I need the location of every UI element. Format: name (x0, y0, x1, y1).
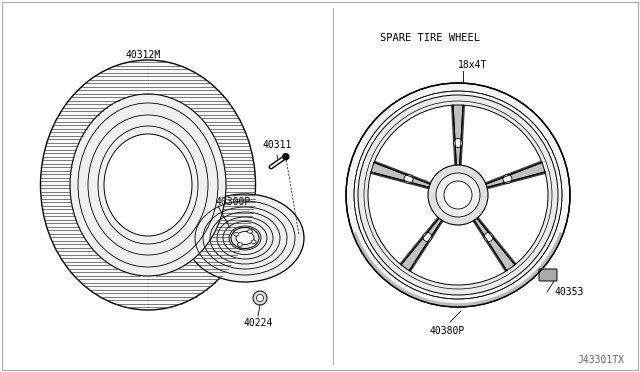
Circle shape (253, 291, 267, 305)
Ellipse shape (346, 83, 570, 307)
FancyBboxPatch shape (539, 269, 557, 281)
Ellipse shape (237, 243, 243, 246)
Text: 40300P: 40300P (215, 197, 250, 207)
Polygon shape (474, 218, 515, 270)
Wedge shape (377, 106, 454, 182)
Polygon shape (371, 163, 430, 187)
Circle shape (283, 154, 289, 160)
Wedge shape (462, 106, 539, 182)
Polygon shape (401, 218, 442, 270)
Ellipse shape (234, 232, 239, 236)
Wedge shape (368, 179, 437, 260)
Ellipse shape (368, 105, 548, 285)
Ellipse shape (236, 231, 254, 244)
Ellipse shape (428, 165, 488, 225)
Polygon shape (453, 105, 463, 165)
Text: 18x4T: 18x4T (458, 60, 488, 70)
Text: 40311: 40311 (262, 140, 292, 150)
Polygon shape (486, 163, 545, 187)
Ellipse shape (423, 232, 432, 241)
Text: 40224: 40224 (243, 318, 273, 328)
Circle shape (257, 295, 264, 301)
Text: 40353: 40353 (555, 287, 584, 297)
Ellipse shape (404, 174, 413, 183)
Wedge shape (479, 179, 548, 260)
Ellipse shape (436, 173, 480, 217)
Text: 40380P: 40380P (429, 326, 465, 336)
Ellipse shape (503, 174, 512, 183)
Text: SPARE TIRE WHEEL: SPARE TIRE WHEEL (380, 33, 480, 43)
Ellipse shape (231, 228, 259, 248)
Text: 40312M: 40312M (125, 50, 161, 60)
Ellipse shape (444, 181, 472, 209)
Ellipse shape (104, 134, 192, 236)
Ellipse shape (251, 240, 256, 244)
Ellipse shape (358, 95, 558, 295)
Ellipse shape (40, 60, 255, 310)
Ellipse shape (186, 194, 304, 282)
Wedge shape (416, 221, 500, 285)
Ellipse shape (484, 232, 493, 241)
Text: J43301TX: J43301TX (577, 355, 624, 365)
Ellipse shape (248, 230, 253, 233)
Ellipse shape (70, 94, 226, 276)
Ellipse shape (454, 138, 463, 148)
